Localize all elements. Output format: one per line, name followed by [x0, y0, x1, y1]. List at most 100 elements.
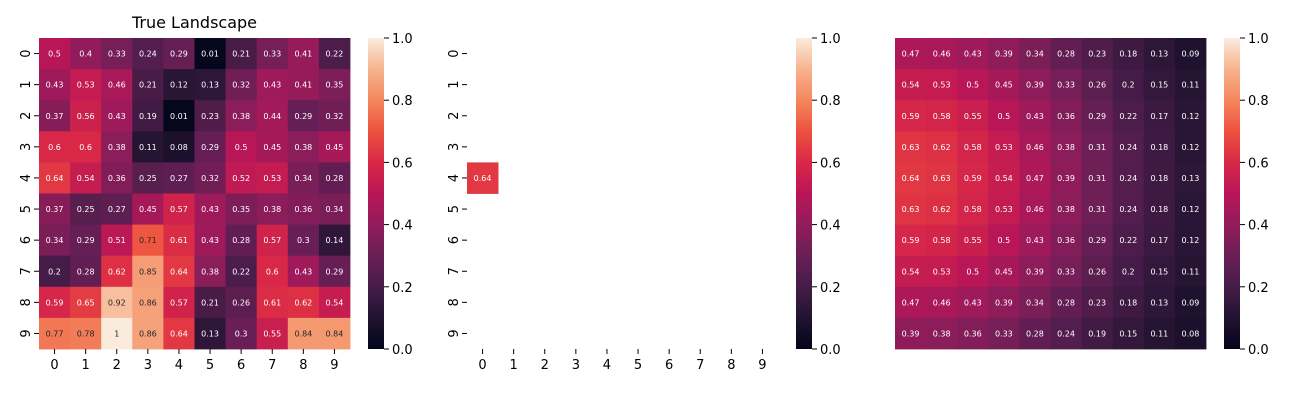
cell-value-label: 0.15 — [1150, 267, 1168, 276]
cell-value-label: 0.08 — [1182, 329, 1200, 338]
cell-value-label: 0.5 — [997, 236, 1010, 245]
colorbar-gradient — [1224, 38, 1240, 349]
cell-value-label: 0.3 — [297, 236, 310, 245]
heatmap-cell — [1143, 193, 1176, 225]
cell-value-label: 0.59 — [964, 174, 982, 183]
heatmap-cell — [1143, 317, 1176, 350]
cell-value-label: 0.36 — [108, 174, 126, 183]
heatmap-cell — [895, 224, 927, 257]
heatmap-cell — [1174, 69, 1207, 101]
heatmap-cell — [957, 69, 989, 101]
cell-value-label: 0.86 — [139, 298, 157, 307]
heatmap-cell — [101, 286, 133, 319]
cell-value-label: 0.29 — [1088, 236, 1106, 245]
heatmap-cell — [256, 162, 289, 194]
cell-value-label: 0.26 — [1088, 267, 1106, 276]
heatmap-cell — [467, 162, 499, 194]
cell-value-label: 0.59 — [46, 298, 64, 307]
cell-value-label: 0.21 — [232, 50, 250, 59]
heatmap-cell — [194, 38, 226, 70]
colorbar-gradient — [796, 38, 812, 349]
heatmap-cell — [318, 193, 351, 225]
heatmap-cell — [225, 162, 258, 194]
cell-value-label: 0.54 — [77, 174, 95, 183]
colorbar-tick-label: 0.4 — [392, 219, 413, 234]
colorbar-tick-label: 0.0 — [820, 343, 841, 358]
heatmap-cell — [1081, 38, 1114, 70]
cell-value-label: 0.43 — [201, 205, 219, 214]
heatmap-cell — [1112, 286, 1145, 319]
cell-value-label: 0.22 — [326, 50, 344, 59]
colorbar: 0.0 0.2 0.4 0.6 0.8 1.0 — [796, 32, 841, 358]
cell-value-label: 0.43 — [201, 236, 219, 245]
heatmap-cell — [895, 255, 927, 288]
cell-value-label: 0.28 — [1057, 50, 1075, 59]
cell-value-label: 0.46 — [1026, 205, 1044, 214]
cell-value-label: 0.84 — [294, 329, 312, 338]
cell-value-label: 0.29 — [294, 112, 312, 121]
cell-value-label: 0.18 — [1119, 298, 1137, 307]
cell-value-label: 0.36 — [1057, 236, 1075, 245]
cell-value-label: 0.92 — [108, 298, 126, 307]
heatmap-cell — [957, 131, 989, 163]
heatmap-cell — [957, 38, 989, 70]
cell-value-label: 0.5 — [997, 112, 1010, 121]
cell-value-label: 0.13 — [1150, 50, 1168, 59]
heatmap-cell — [1019, 193, 1051, 225]
heatmap-cell — [163, 224, 195, 257]
cell-value-label: 0.33 — [108, 50, 126, 59]
cell-value-label: 0.38 — [1057, 205, 1075, 214]
cell-value-label: 0.45 — [326, 143, 344, 152]
x-tick-label: 5 — [634, 358, 642, 373]
y-tick-label: 9 — [447, 329, 462, 337]
cell-value-label: 0.28 — [1026, 329, 1044, 338]
cell-value-label: 0.28 — [232, 236, 250, 245]
heatmap-cell — [957, 100, 989, 132]
colorbar-tick-label: 0.4 — [820, 219, 841, 234]
cell-value-label: 0.47 — [902, 50, 920, 59]
heatmap-cell — [70, 100, 102, 132]
heatmap-cell — [957, 255, 989, 288]
heatmap-cell — [132, 224, 164, 257]
cell-value-label: 0.57 — [170, 298, 188, 307]
x-tick-label: 3 — [144, 358, 152, 373]
heatmap-cell — [1081, 193, 1114, 225]
heatmap-cell — [1050, 317, 1082, 350]
heatmap-cell — [70, 286, 102, 319]
heatmap-cell — [1112, 38, 1145, 70]
cell-value-label: 0.61 — [170, 236, 188, 245]
cell-value-label: 0.85 — [139, 267, 157, 276]
heatmap-cell — [1143, 286, 1176, 319]
cell-value-label: 0.47 — [1026, 174, 1044, 183]
heatmap-cell — [225, 131, 258, 163]
cell-value-label: 0.53 — [933, 81, 951, 90]
heatmap-cell — [1019, 38, 1051, 70]
cell-value-label: 0.64 — [902, 174, 920, 183]
cell-value-label: 0.25 — [77, 205, 95, 214]
cell-value-label: 0.58 — [933, 236, 951, 245]
cell-value-label: 0.32 — [232, 81, 250, 90]
heatmap-cell — [988, 317, 1020, 350]
heatmap-cell — [318, 162, 351, 194]
cell-value-label: 0.53 — [933, 267, 951, 276]
cell-value-label: 0.13 — [201, 81, 219, 90]
heatmap-cell — [1081, 224, 1114, 257]
x-tick-label: 7 — [696, 358, 704, 373]
cell-value-label: 0.38 — [933, 329, 951, 338]
heatmap-cell — [70, 69, 102, 101]
cell-value-label: 0.5 — [966, 267, 979, 276]
colorbar-tick-label: 0.8 — [392, 94, 413, 109]
cell-value-label: 0.11 — [1150, 329, 1168, 338]
heatmap-cell — [957, 193, 989, 225]
heatmap-cell — [1081, 286, 1114, 319]
cell-value-label: 0.64 — [170, 329, 188, 338]
cell-value-label: 0.86 — [139, 329, 157, 338]
cell-value-label: 0.39 — [902, 329, 920, 338]
y-tick-label: 6 — [19, 236, 34, 244]
heatmap-cell — [101, 162, 133, 194]
x-tick-label: 9 — [758, 358, 766, 373]
heatmap-cell — [1050, 100, 1082, 132]
x-tick-label: 5 — [206, 358, 214, 373]
heatmap-cell — [132, 286, 164, 319]
